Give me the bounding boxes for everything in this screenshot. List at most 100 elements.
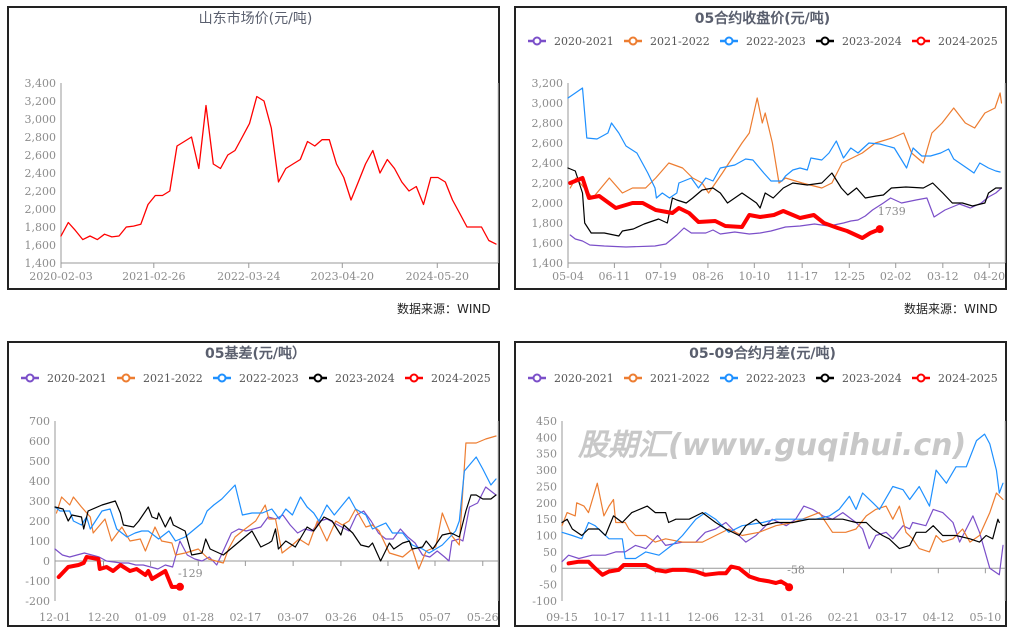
y-tick-label: 2,600 — [532, 137, 564, 150]
x-tick-label: 01-26 — [781, 611, 813, 624]
legend-item-2020-2021[interactable]: 2020-2021 — [528, 35, 614, 48]
legend-item-2023-2024[interactable]: 2023-2024 — [816, 372, 902, 385]
y-tick-label: 3,400 — [25, 77, 57, 90]
y-tick-label: 300 — [536, 464, 557, 477]
last-value-label: -58 — [787, 563, 805, 576]
y-tick-label: 100 — [536, 530, 557, 543]
x-tick-label: 05-07 — [419, 611, 451, 624]
x-tick-label: 09-15 — [546, 611, 578, 624]
chart-title: 05-09合约月差(元/吨) — [689, 345, 836, 362]
series-line-2024-2025 — [568, 176, 882, 240]
legend-item-2024-2025[interactable]: 2024-2025 — [405, 372, 491, 385]
x-tick-label: 02-02 — [880, 270, 912, 283]
legend-item-2020-2021[interactable]: 2020-2021 — [21, 372, 107, 385]
series-line-2021-2022 — [569, 92, 1003, 199]
series-line-2023-2024 — [567, 167, 1003, 237]
y-tick-label: 200 — [536, 497, 557, 510]
x-tick-label: 10-17 — [593, 611, 625, 624]
chart-05-close: 05合约收盘价(元/吨) 2020-2021 2021-2022 2022-2023 2… — [528, 10, 1006, 283]
legend-marker — [820, 373, 830, 383]
series-line-2023-2024 — [561, 505, 1000, 550]
series-line-2020-2021 — [569, 187, 1003, 248]
x-tick-label: 01-28 — [182, 611, 214, 624]
legend-item-2022-2023[interactable]: 2022-2023 — [213, 372, 299, 385]
x-tick-label: 02-17 — [230, 611, 262, 624]
x-tick-label: 05-10 — [970, 611, 1002, 624]
y-tick-label: 50 — [543, 546, 557, 559]
legend-label: 2023-2024 — [842, 35, 902, 48]
y-tick-label: 450 — [536, 415, 557, 428]
y-tick-label: 3,200 — [25, 95, 57, 108]
legend-item-2022-2023[interactable]: 2022-2023 — [720, 372, 806, 385]
x-tick-label: 11-17 — [786, 270, 818, 283]
y-tick-label: 500 — [29, 455, 50, 468]
y-tick-label: 700 — [29, 415, 50, 428]
x-tick-label: 2022-03-24 — [217, 270, 280, 283]
legend-marker — [916, 373, 926, 383]
y-tick-label: 3,200 — [532, 77, 564, 90]
y-tick-label: 200 — [29, 515, 50, 528]
legend-item-2023-2024[interactable]: 2023-2024 — [816, 35, 902, 48]
legend-item-2024-2025[interactable]: 2024-2025 — [912, 372, 998, 385]
x-tick-label: 12-20 — [88, 611, 120, 624]
chart-spot-price: 山东市场价(元/吨) 1,400 1,600 1,800 2,000 2,200 2,400… — [25, 10, 499, 283]
legend-item-2022-2023[interactable]: 2022-2023 — [720, 35, 806, 48]
y-tick-label: 2,000 — [532, 197, 564, 210]
y-tick-label: -100 — [25, 575, 50, 588]
y-tick-label: 2,000 — [25, 203, 57, 216]
legend-item-2021-2022[interactable]: 2021-2022 — [117, 372, 203, 385]
series-line-2022-2023 — [54, 456, 497, 554]
series-line-2020-2021 — [54, 486, 497, 570]
y-tick-label: 600 — [29, 435, 50, 448]
legend-label: 2023-2024 — [842, 372, 902, 385]
y-tick-label: -100 — [532, 595, 557, 608]
source-note-left: 数据来源：WIND — [397, 302, 491, 316]
x-tick-label: 2023-04-20 — [311, 270, 374, 283]
legend-marker — [628, 36, 638, 46]
y-tick-label: 300 — [29, 495, 50, 508]
x-tick-label: 2020-02-03 — [29, 270, 92, 283]
chart-panel-05-basis: 05基差(元/吨） 2020-2021 2021-2022 2022-2023 2023… — [7, 341, 500, 627]
source-note-right: 数据来源：WIND — [904, 302, 998, 316]
chart-title: 山东市场价(元/吨) — [199, 10, 313, 27]
last-point-marker — [175, 582, 184, 591]
legend-label: 2021-2022 — [650, 35, 710, 48]
legend-item-2021-2022[interactable]: 2021-2022 — [624, 35, 710, 48]
legend-label: 2020-2021 — [554, 35, 614, 48]
last-point-marker — [875, 225, 884, 234]
legend-item-2021-2022[interactable]: 2021-2022 — [624, 372, 710, 385]
x-tick-label: 03-12 — [927, 270, 959, 283]
x-tick-label: 07-19 — [645, 270, 677, 283]
legend-label: 2020-2021 — [47, 372, 107, 385]
y-tick-label: 0 — [550, 562, 557, 575]
legend-label: 2023-2024 — [335, 372, 395, 385]
legend-marker — [916, 36, 926, 46]
legend-item-2023-2024[interactable]: 2023-2024 — [309, 372, 395, 385]
legend-marker — [628, 373, 638, 383]
x-tick-label: 04-15 — [372, 611, 404, 624]
legend-label: 2020-2021 — [554, 372, 614, 385]
legend-label: 2024-2025 — [431, 372, 491, 385]
legend-marker — [724, 36, 734, 46]
y-tick-label: -200 — [25, 595, 50, 608]
legend-item-2024-2025[interactable]: 2024-2025 — [912, 35, 998, 48]
series-line-2024-2025 — [56, 555, 182, 589]
x-tick-label: 12-06 — [687, 611, 719, 624]
legend-marker — [724, 373, 734, 383]
y-tick-label: 1,400 — [25, 257, 57, 270]
legend-label: 2021-2022 — [650, 372, 710, 385]
chart-panel-05-close: 05合约收盘价(元/吨) 2020-2021 2021-2022 2022-2023 2… — [514, 6, 1007, 290]
x-tick-label: 04-20 — [973, 270, 1005, 283]
x-tick-label: 06-11 — [599, 270, 631, 283]
series-line-2022-2023 — [567, 87, 1001, 199]
legend-item-2020-2021[interactable]: 2020-2021 — [528, 372, 614, 385]
legend-label: 2024-2025 — [938, 372, 998, 385]
y-tick-label: 350 — [536, 448, 557, 461]
legend-label: 2024-2025 — [938, 35, 998, 48]
legend-marker — [409, 373, 419, 383]
y-tick-label: 2,800 — [25, 131, 57, 144]
legend-label: 2022-2023 — [239, 372, 299, 385]
series-line-2021-2022 — [561, 482, 1004, 553]
last-value-label: -129 — [178, 567, 203, 580]
y-tick-label: 2,400 — [25, 167, 57, 180]
